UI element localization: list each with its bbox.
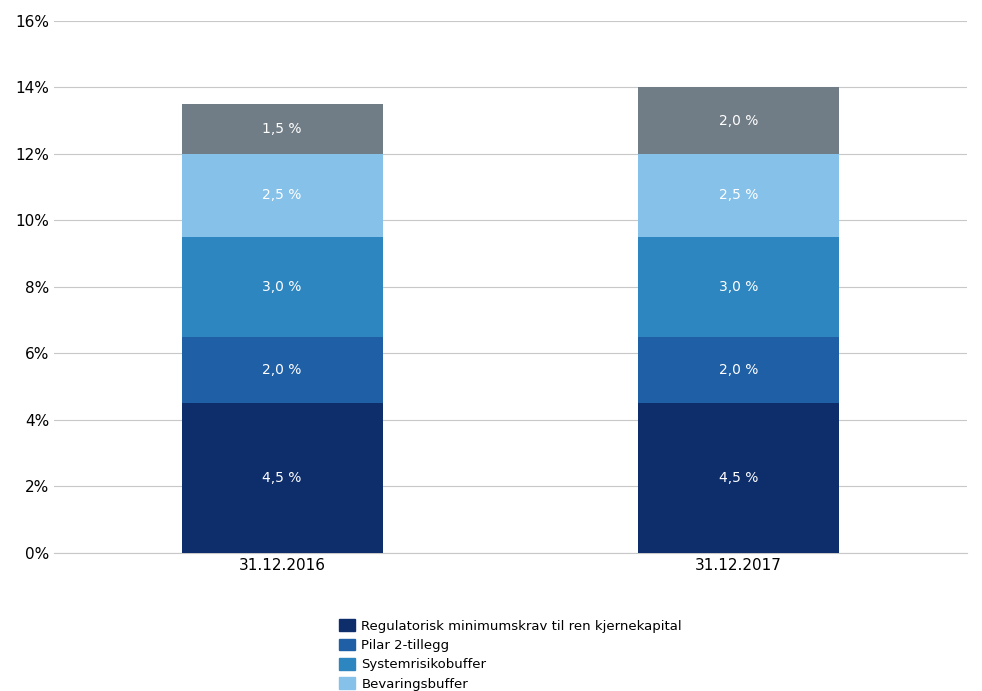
Text: 1,5 %: 1,5 % — [262, 122, 301, 136]
Bar — [638, 337, 840, 404]
Text: 4,5 %: 4,5 % — [262, 471, 301, 485]
Bar — [638, 88, 840, 154]
Bar — [638, 404, 840, 553]
Text: 2,5 %: 2,5 % — [262, 189, 301, 202]
Bar — [182, 154, 383, 237]
Bar — [182, 237, 383, 337]
Text: 2,0 %: 2,0 % — [719, 363, 758, 377]
Bar — [182, 104, 383, 154]
Bar — [182, 404, 383, 553]
Text: 2,0 %: 2,0 % — [262, 363, 301, 377]
Legend: Regulatorisk minimumskrav til ren kjernekapital, Pilar 2-tillegg, Systemrisikobu: Regulatorisk minimumskrav til ren kjerne… — [332, 613, 688, 691]
Bar — [638, 154, 840, 237]
Text: 4,5 %: 4,5 % — [719, 471, 758, 485]
Text: 3,0 %: 3,0 % — [262, 280, 301, 294]
Text: 2,5 %: 2,5 % — [719, 189, 758, 202]
Bar — [182, 337, 383, 404]
Text: 2,0 %: 2,0 % — [719, 114, 758, 128]
Bar — [638, 237, 840, 337]
Text: 3,0 %: 3,0 % — [719, 280, 758, 294]
